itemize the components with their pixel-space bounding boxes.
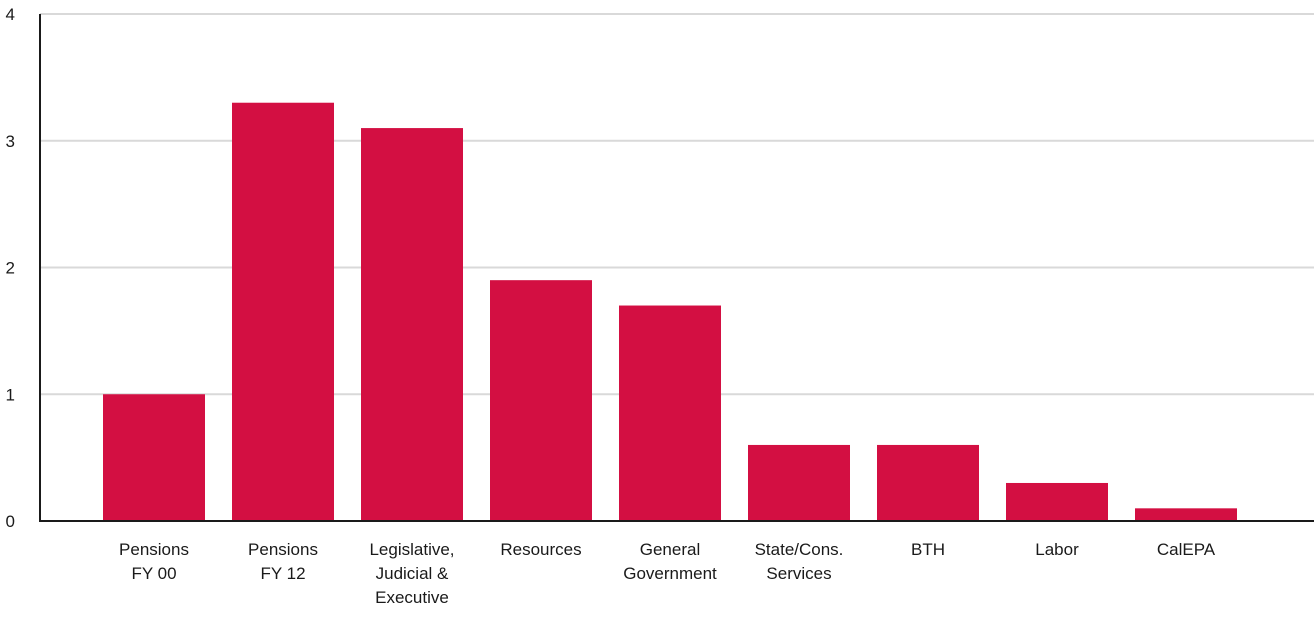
axes [39,14,1314,522]
bar [361,128,463,521]
bar [1006,482,1108,521]
x-category-label-line: Judicial & [376,564,449,583]
x-category-label-line: Labor [1035,540,1079,559]
x-category-label-line: Resources [500,540,581,559]
x-category-label-line: General [640,540,700,559]
bar [619,305,721,521]
bar [103,394,205,521]
bar [748,444,850,521]
y-tick-label: 1 [6,385,15,404]
x-category-label: Resources [500,540,581,559]
x-category-label: Labor [1035,540,1079,559]
x-category-label-line: State/Cons. [755,540,844,559]
x-category-label-line: Pensions [248,540,318,559]
x-category-label: CalEPA [1157,540,1216,559]
x-category-label: State/Cons. Services [755,540,844,583]
bar [1135,508,1237,521]
x-category-label-line: Executive [375,588,449,607]
x-category-label-line: Legislative, [369,540,454,559]
x-category-label: General Government [623,540,717,583]
bar [232,102,334,521]
y-tick-label: 0 [6,512,15,531]
x-category-label-line: CalEPA [1157,540,1216,559]
x-category-label-line: FY 12 [260,564,305,583]
x-category-label: Pensions FY 00 [119,540,189,583]
x-category-label-line: BTH [911,540,945,559]
y-tick-label: 4 [6,5,15,24]
y-tick-label: 2 [6,259,15,278]
x-category-label-line: Pensions [119,540,189,559]
y-tick-label: 3 [6,132,15,151]
bar [490,280,592,521]
x-category-label-line: Government [623,564,717,583]
bars [103,102,1237,521]
x-category-label-line: FY 00 [131,564,176,583]
x-category-label-line: Services [766,564,831,583]
x-category-label: BTH [911,540,945,559]
x-category-label: Legislative, Judicial & Executive [369,540,454,607]
x-category-label: Pensions FY 12 [248,540,318,583]
y-tick-labels: 0 1 2 3 4 [6,5,15,531]
x-category-labels: Pensions FY 00 Pensions FY 12 Legislative, Ju… [119,540,1216,607]
bar [877,444,979,521]
